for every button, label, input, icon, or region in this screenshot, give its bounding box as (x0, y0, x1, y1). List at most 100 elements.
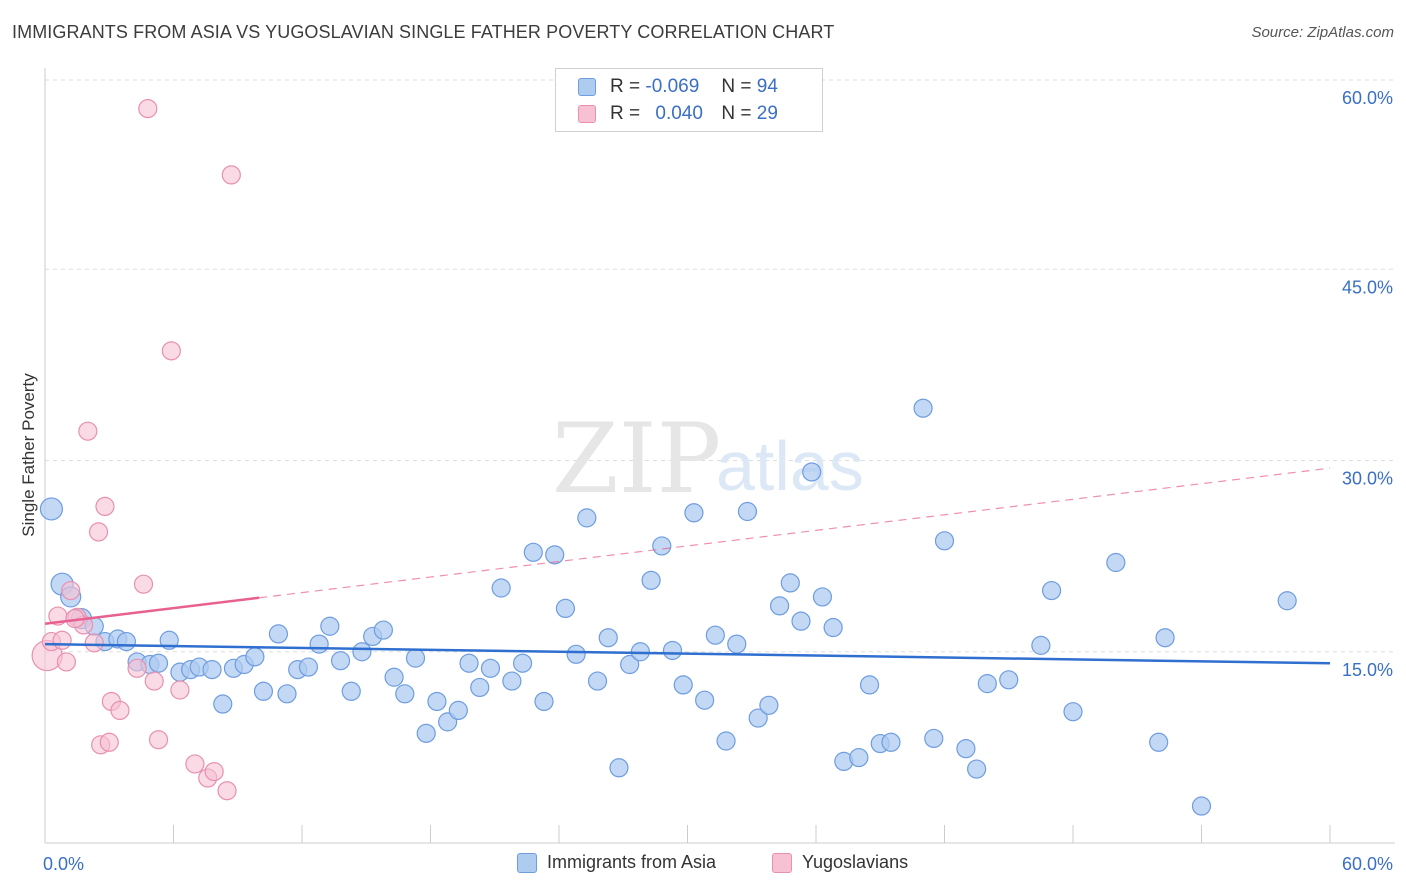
data-point-asia (881, 732, 901, 752)
watermark: ZIP atlas (552, 403, 864, 515)
series-immigrants-from-asia (39, 398, 1297, 816)
data-point-asia (769, 596, 790, 616)
grid-lines (45, 79, 1395, 653)
data-point-asia (1149, 732, 1169, 752)
data-point-asia (977, 674, 997, 694)
data-point-yugoslavians (84, 633, 104, 653)
data-point-asia (395, 684, 415, 704)
data-point-asia (934, 531, 955, 551)
data-point-asia (470, 677, 490, 698)
data-point-asia (245, 647, 265, 667)
data-point-yugoslavians (144, 671, 164, 691)
y-tick-label: 15.0% (1342, 660, 1393, 680)
data-point-asia (652, 536, 672, 556)
data-point-asia (587, 671, 608, 691)
data-point-asia (512, 653, 533, 673)
data-point-yugoslavians (61, 580, 81, 601)
data-point-yugoslavians (52, 630, 72, 650)
data-point-asia (641, 570, 661, 590)
data-point-asia (673, 675, 693, 695)
watermark-zip: ZIP (552, 403, 721, 515)
data-point-asia (780, 573, 800, 593)
data-point-asia (148, 653, 169, 673)
y-tick-label: 60.0% (1342, 88, 1393, 108)
data-point-asia (116, 631, 136, 652)
trend-line-asia (44, 642, 1331, 665)
data-point-yugoslavians (138, 98, 158, 119)
legend-n-value: 29 (756, 103, 778, 124)
data-point-asia (534, 691, 554, 712)
data-point-asia (502, 671, 522, 691)
legend-n-label: N = (721, 103, 752, 124)
data-point-asia (924, 728, 944, 749)
x-tick-label: 60.0% (1342, 854, 1393, 874)
data-point-asia (491, 578, 511, 598)
data-point-asia (1106, 552, 1126, 573)
data-point-asia (812, 587, 833, 607)
legend-n-label: N = (721, 76, 752, 97)
bottom-legend-asia[interactable]: Immigrants from Asia (517, 852, 716, 873)
data-point-asia (609, 758, 629, 778)
chart-title: IMMIGRANTS FROM ASIA VS YUGOSLAVIAN SING… (12, 22, 835, 42)
data-point-yugoslavians (221, 165, 241, 185)
axes (44, 68, 1395, 844)
data-point-asia (202, 659, 222, 680)
data-point-asia (330, 651, 351, 671)
data-point-asia (384, 667, 404, 687)
data-point-yugoslavians (56, 652, 77, 672)
data-point-asia (748, 708, 768, 728)
data-point-asia (727, 634, 747, 654)
data-point-yugoslavians (127, 658, 147, 678)
data-point-asia (1063, 702, 1083, 722)
tick-labels: 15.0% 30.0% 45.0% 60.0% 0.0% 60.0% (43, 88, 1393, 874)
trend-line-yugoslavians-solid (44, 596, 260, 625)
data-point-asia (427, 691, 447, 712)
data-point-asia (448, 700, 468, 721)
data-point-yugoslavians (148, 730, 169, 750)
bottom-legend-yugoslavians[interactable]: Yugoslavians (772, 852, 908, 873)
data-point-asia (373, 620, 393, 640)
legend-swatch-yugoslavians (578, 105, 596, 123)
data-point-asia (859, 675, 880, 695)
data-point-asia (459, 653, 479, 673)
data-point-yugoslavians (110, 700, 130, 721)
data-point-asia (416, 723, 436, 743)
data-point-asia (1277, 591, 1297, 611)
data-point-asia (598, 628, 618, 648)
data-point-yugoslavians (133, 574, 154, 594)
data-point-asia (759, 695, 779, 715)
data-point-asia (1155, 628, 1175, 648)
bottom-legend-swatch-asia (517, 852, 537, 873)
watermark-atlas: atlas (716, 427, 864, 505)
data-point-asia (298, 657, 319, 677)
x-tick-label: 0.0% (43, 854, 84, 874)
data-point-asia (320, 616, 340, 636)
bottom-legend-swatch-yugoslavians (772, 852, 792, 873)
source-label: Source: ZipAtlas.com (1251, 24, 1394, 41)
legend-row-yugoslavians: R = 0.040 N = 29 (578, 100, 778, 128)
legend-r-value: -0.069 (645, 76, 700, 97)
legend-row-asia: R = -0.069 N = 94 (578, 73, 778, 101)
bottom-legend-label-yugoslavians: Yugoslavians (802, 852, 909, 872)
data-point-yugoslavians (204, 761, 224, 782)
data-point-asia (268, 624, 289, 644)
data-point-asia (523, 542, 543, 562)
data-point-asia (823, 617, 843, 638)
series-yugoslavians (31, 98, 241, 801)
data-point-yugoslavians (185, 754, 205, 774)
legend-r-value: 0.040 (655, 103, 703, 124)
data-point-asia (791, 611, 811, 631)
data-point-asia (913, 398, 933, 418)
data-point-asia (405, 648, 426, 668)
trend-line-yugoslavians-dashed (259, 467, 1331, 599)
data-point-asia (555, 598, 576, 619)
data-point-asia (999, 670, 1019, 690)
data-point-asia (705, 625, 725, 645)
bottom-legend-label-asia: Immigrants from Asia (547, 852, 717, 872)
data-point-yugoslavians (170, 680, 190, 700)
legend-r-label: R = (610, 103, 641, 124)
data-point-yugoslavians (99, 732, 119, 752)
data-point-asia (662, 640, 683, 661)
data-point-asia (277, 684, 297, 704)
data-point-yugoslavians (95, 496, 115, 516)
